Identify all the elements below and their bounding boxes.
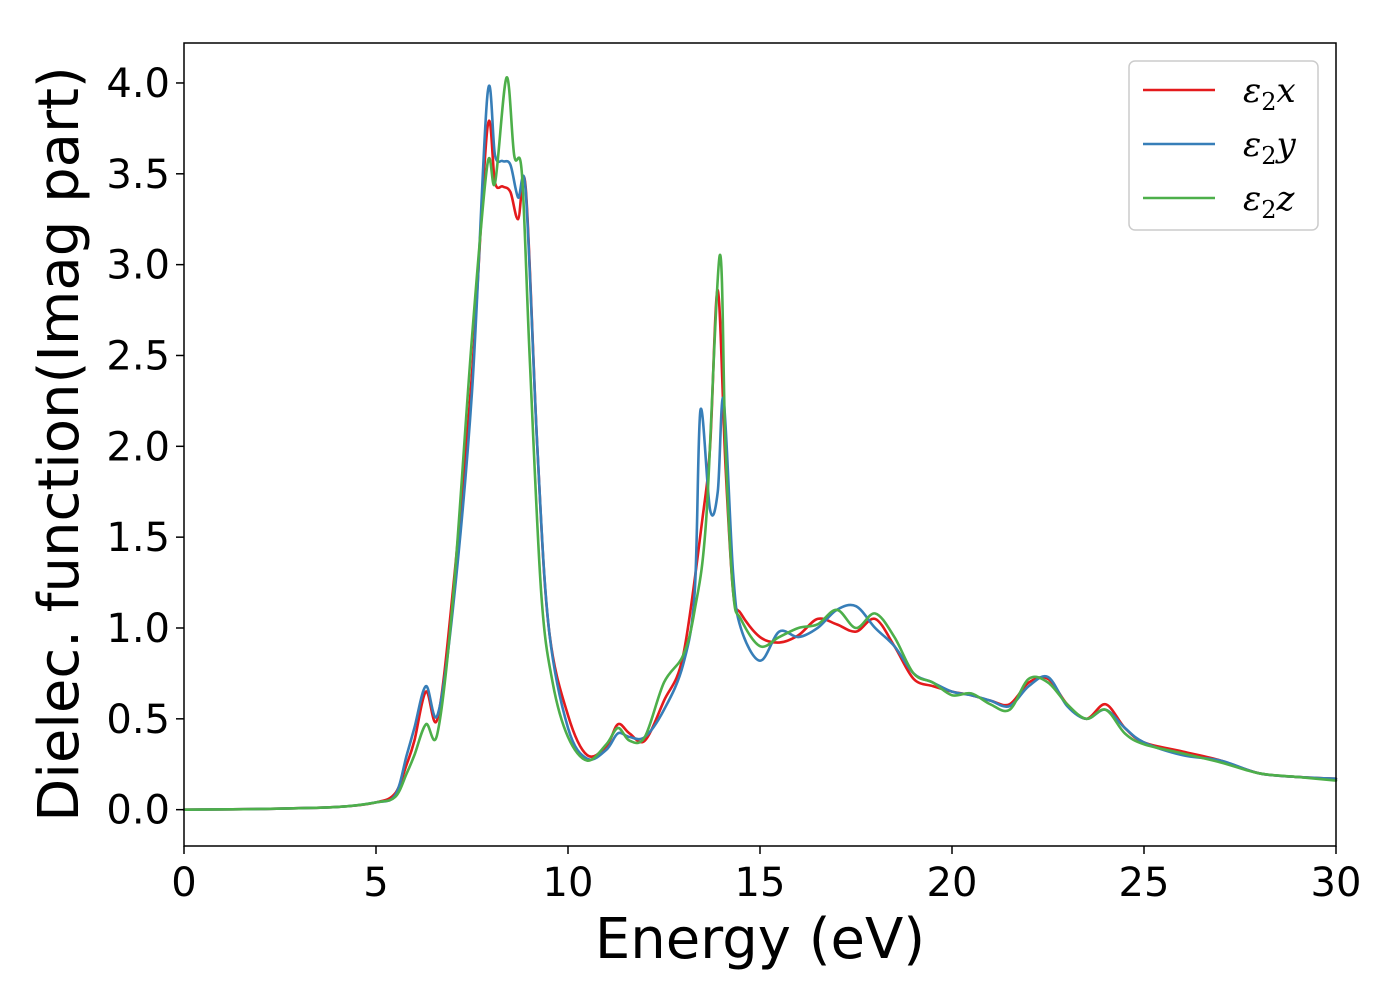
x-tick-label: 25 (1119, 860, 1170, 906)
legend-label-x: ε2x (1243, 71, 1296, 116)
legend-items: ε2x ε2y ε2z (1143, 71, 1297, 224)
y-tick-label: 3.5 (106, 152, 170, 198)
x-axis-label: Energy (eV) (595, 907, 925, 972)
y-axis-label: Dielec. function(Imag part) (27, 66, 92, 822)
y-tick-label: 1.0 (106, 606, 170, 652)
x-tick-label: 30 (1311, 860, 1362, 906)
series-line-z (182, 76, 1338, 811)
y-tick-label: 2.5 (106, 333, 170, 379)
x-axis-ticks: 0 5 10 15 20 25 30 (171, 846, 1361, 906)
y-tick-label: 0.0 (106, 788, 170, 834)
series-layer (182, 76, 1338, 811)
x-tick-label: 5 (363, 860, 388, 906)
x-tick-label: 0 (171, 860, 196, 906)
series-line-y (182, 84, 1338, 811)
legend-label-y: ε2y (1243, 125, 1297, 170)
x-tick-label: 15 (735, 860, 786, 906)
y-axis-ticks: 0.0 0.5 1.0 1.5 2.0 2.5 3.0 3.5 4.0 (106, 61, 184, 834)
y-tick-label: 1.5 (106, 515, 170, 561)
series-line-x (182, 119, 1338, 811)
y-tick-label: 0.5 (106, 697, 170, 743)
y-tick-label: 3.0 (106, 243, 170, 289)
y-tick-label: 4.0 (106, 61, 170, 107)
legend-label-z: ε2z (1243, 179, 1296, 224)
y-tick-label: 2.0 (106, 424, 170, 470)
legend-box (1128, 60, 1319, 231)
legend: ε2x ε2y ε2z (1128, 60, 1319, 231)
x-tick-label: 20 (927, 860, 978, 906)
x-tick-label: 10 (543, 860, 594, 906)
